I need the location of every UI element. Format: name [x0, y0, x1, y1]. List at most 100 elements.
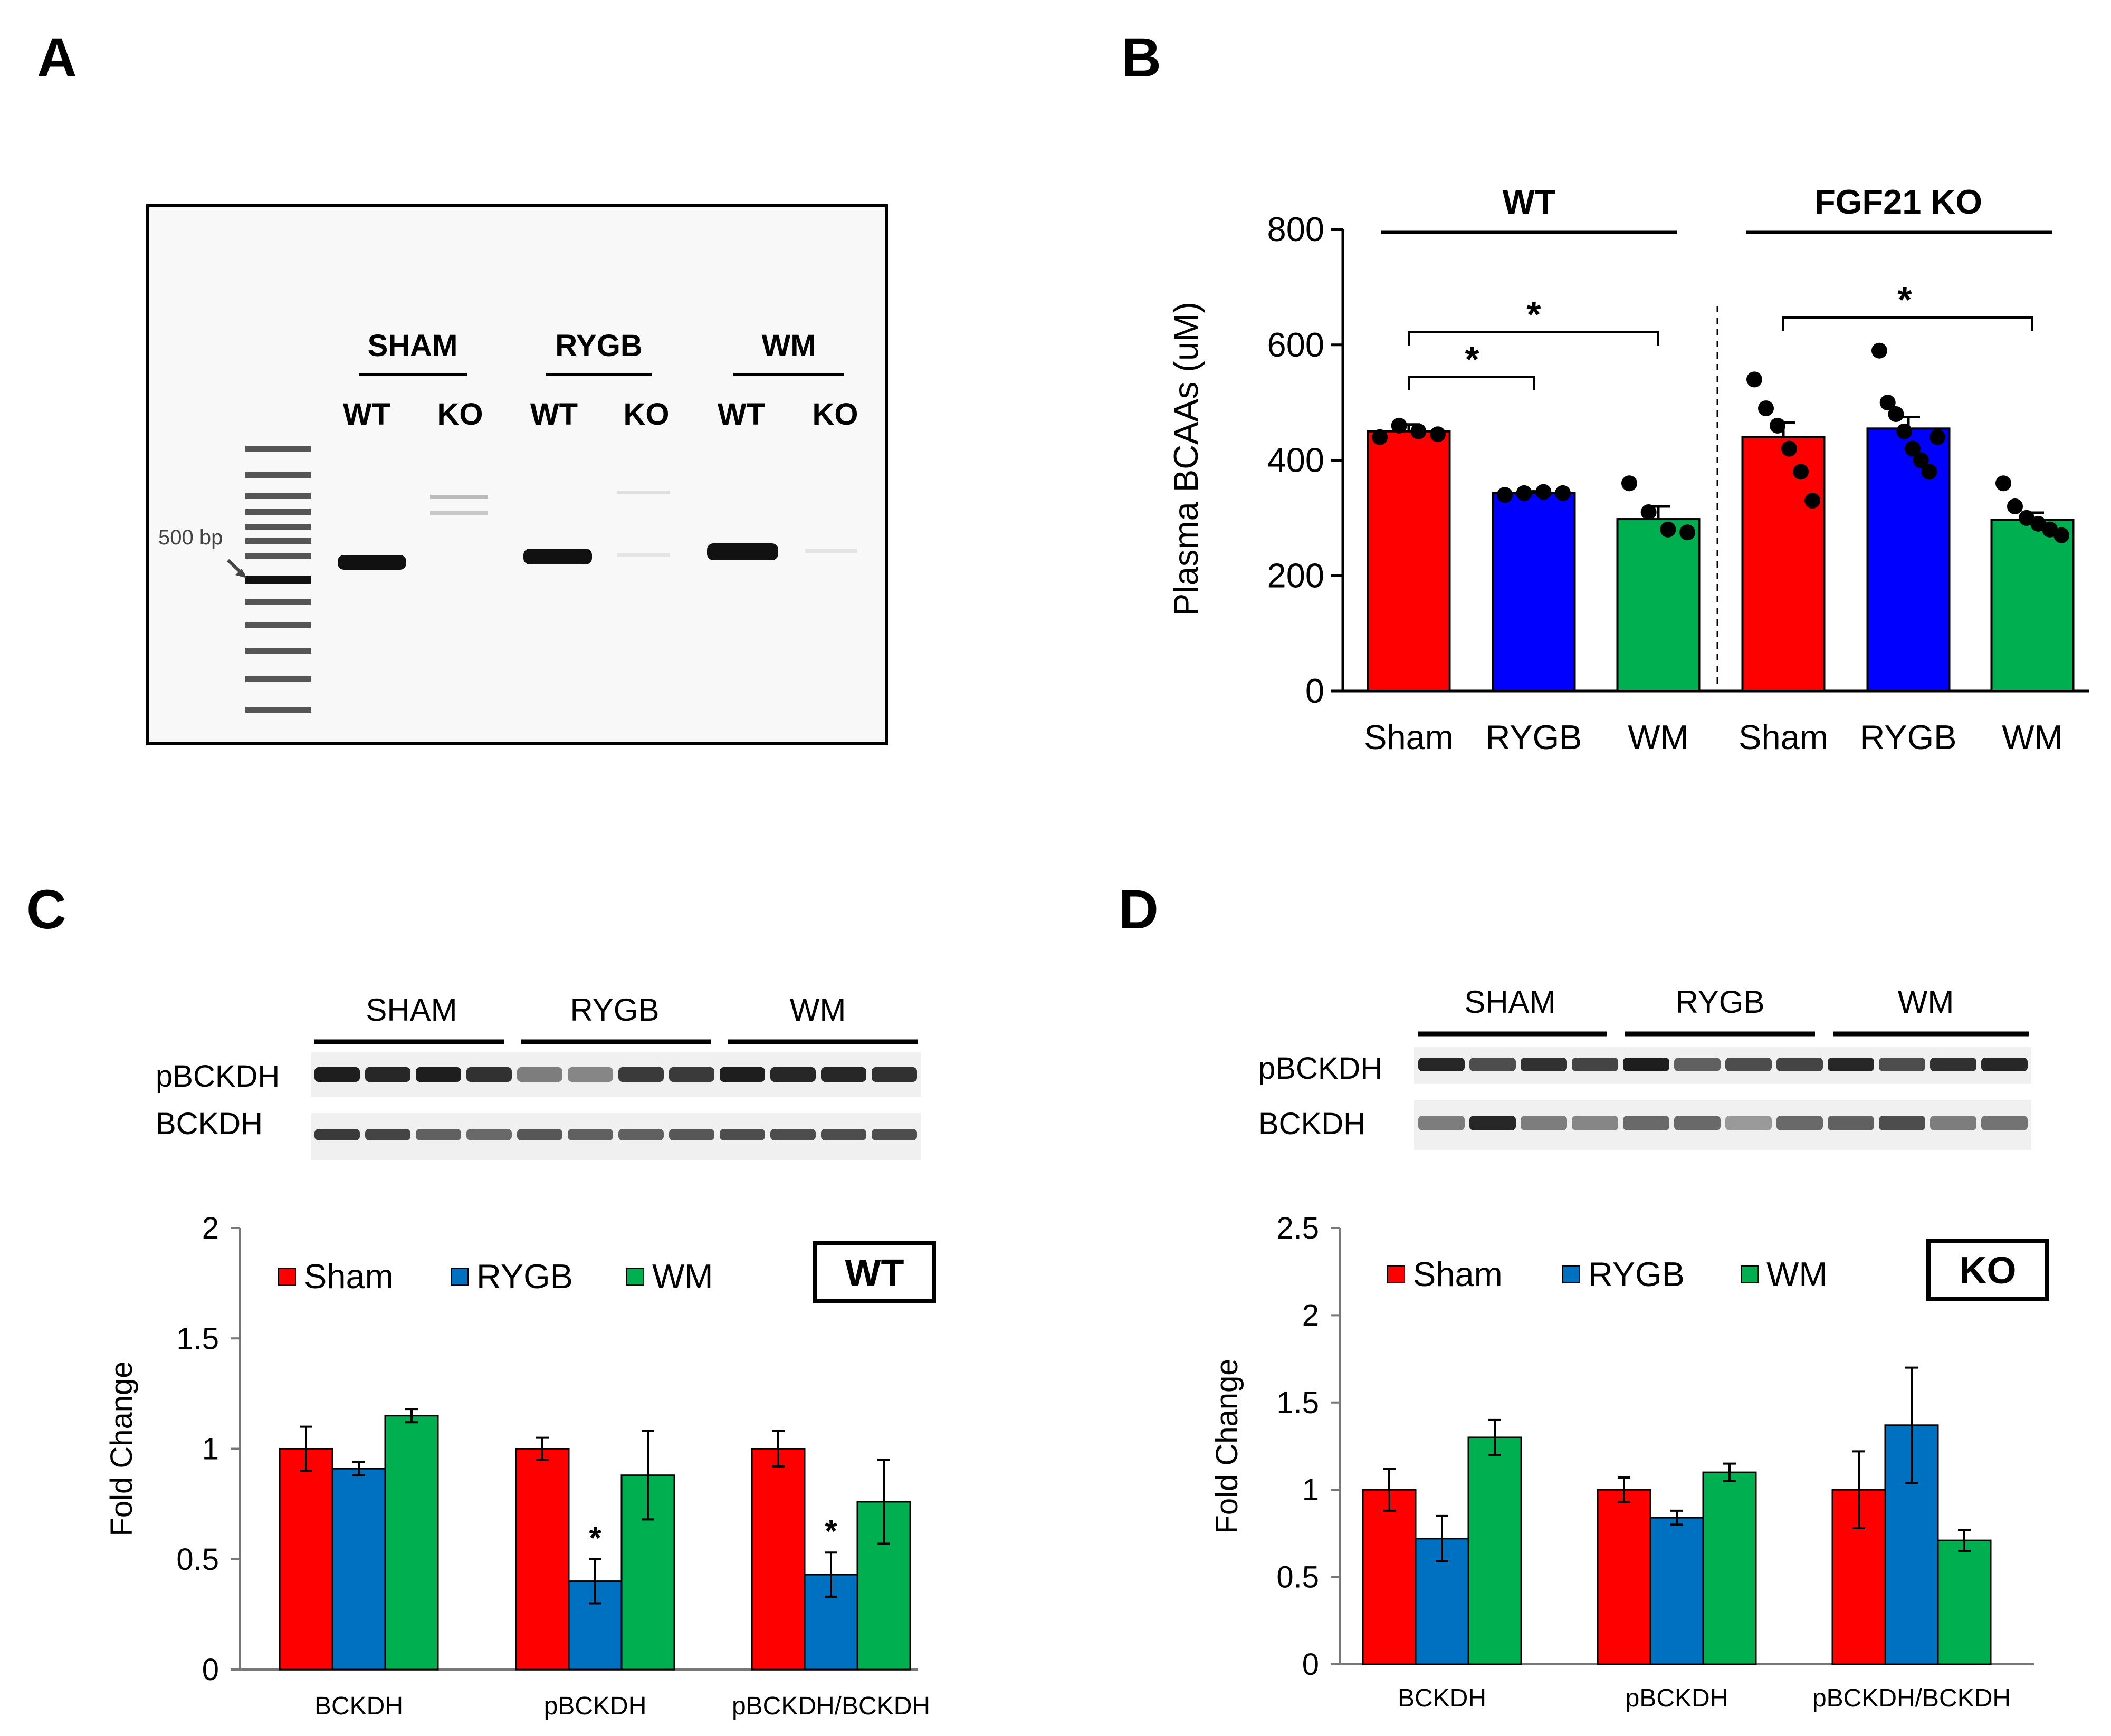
b-x-tick-label: RYGB — [1485, 718, 1582, 756]
d-bar — [1362, 1489, 1417, 1665]
b-data-point — [1621, 475, 1637, 492]
gel-band-rygb-wt — [523, 549, 592, 564]
blot-band — [821, 1129, 866, 1140]
b-data-point — [1871, 342, 1887, 359]
c-significance-label: * — [825, 1513, 837, 1549]
c-legend-swatch — [626, 1268, 644, 1286]
ladder-band — [245, 676, 311, 682]
b-x-tick-label: Sham — [1364, 718, 1454, 756]
blot-d-row-pbckdh: pBCKDH — [1258, 1051, 1382, 1086]
b-bar — [1990, 519, 2075, 692]
c-legend-label: Sham — [304, 1257, 394, 1296]
gel-group-rygb: RYGB — [555, 329, 642, 363]
blot-band — [821, 1067, 866, 1082]
blot-band — [1572, 1116, 1618, 1130]
blot-d: SHAM RYGB WM pBCKDH BCKDH — [1258, 984, 2031, 1150]
b-data-point — [1888, 406, 1904, 422]
ladder-arrowhead — [235, 569, 247, 578]
blot-band — [1725, 1058, 1772, 1071]
b-data-point — [1921, 464, 1937, 480]
ladder-band — [245, 524, 311, 530]
c-tag-box — [813, 1241, 936, 1303]
panel-letter-d: D — [1119, 879, 1159, 941]
blot-band — [517, 1129, 562, 1140]
c-bar — [515, 1448, 570, 1671]
ladder-band — [245, 446, 311, 452]
d-y-tick-label: 0 — [1302, 1647, 1319, 1682]
blot-band — [466, 1129, 512, 1140]
blot-d-group-wm: WM — [1898, 984, 1954, 1020]
blot-d-group-rygb: RYGB — [1676, 984, 1765, 1020]
b-y-tick-label: 400 — [1267, 441, 1324, 479]
panel-letter-c: C — [26, 879, 66, 941]
b-bar — [1616, 518, 1701, 692]
d-x-tick-label: BCKDH — [1398, 1684, 1486, 1712]
blot-band — [1469, 1116, 1516, 1130]
d-y-tick-label: 0.5 — [1276, 1560, 1319, 1595]
blot-d-strip-bckdh — [1414, 1100, 2031, 1150]
blot-band — [568, 1129, 613, 1140]
blot-band — [1623, 1116, 1669, 1130]
blot-c: SHAM RYGB WM pBCKDH BCKDH — [156, 992, 921, 1160]
ladder — [245, 446, 311, 713]
blot-band — [1725, 1116, 1772, 1130]
blot-band — [720, 1067, 765, 1082]
blot-band — [1521, 1116, 1567, 1130]
c-y-axis-label: Fold Change — [104, 1361, 139, 1536]
b-bar — [1367, 430, 1451, 692]
c-y-tick-label: 1 — [202, 1432, 219, 1466]
blot-band — [669, 1067, 714, 1082]
gel-faint-band — [430, 511, 488, 515]
d-x-tick-label: pBCKDH — [1626, 1684, 1728, 1712]
b-significance-bracket — [1408, 376, 1535, 390]
blot-d-bands — [1418, 1058, 2028, 1130]
b-significance-label: * — [1526, 294, 1541, 335]
blot-band — [872, 1129, 917, 1140]
b-data-point — [1516, 485, 1532, 501]
c-legend-label: RYGB — [476, 1257, 573, 1296]
c-x-tick-label: BCKDH — [314, 1692, 403, 1720]
blot-band — [1418, 1058, 1465, 1071]
b-data-point — [1929, 429, 1945, 445]
b-data-point — [2007, 498, 2023, 514]
b-significance-label: * — [1465, 339, 1479, 380]
gel-faint-band — [805, 549, 857, 553]
b-data-point — [1410, 423, 1427, 439]
b-bar — [1492, 492, 1576, 692]
c-legend-swatch — [451, 1268, 469, 1286]
chart-d: 0 0.5 1 1.5 2 2.5 Fold Change BCKDH pBCKDH pBCKDH… — [1210, 1211, 2049, 1712]
blot-c-strip-pbckdh — [311, 1052, 921, 1097]
blot-band — [517, 1067, 562, 1082]
gel-lane-wm-wt: WT — [718, 397, 765, 431]
blot-d-group-sham: SHAM — [1464, 984, 1555, 1020]
b-x-tick-label: Sham — [1739, 718, 1828, 756]
blot-c-bands — [314, 1067, 917, 1140]
c-y-tick-label: 0.5 — [176, 1542, 219, 1577]
blot-band — [1930, 1116, 1976, 1130]
blot-band — [1469, 1058, 1516, 1071]
d-legend-label: RYGB — [1588, 1255, 1685, 1293]
blot-c-row-pbckdh: pBCKDH — [156, 1059, 280, 1094]
gel-lane-rygb-wt: WT — [530, 397, 578, 431]
b-bar — [1866, 427, 1951, 692]
ladder-band — [245, 576, 311, 584]
gel-faint-band — [430, 495, 488, 499]
c-significance-label: * — [589, 1520, 601, 1556]
b-data-point — [1430, 426, 1446, 443]
blot-band — [1981, 1058, 2028, 1071]
panel-letter-a: A — [37, 27, 77, 89]
blot-band — [770, 1067, 816, 1082]
b-data-point — [1660, 521, 1676, 538]
ladder-band — [245, 493, 311, 499]
blot-band — [314, 1067, 360, 1082]
b-data-point — [1758, 400, 1774, 417]
blot-band — [1623, 1058, 1669, 1071]
d-y-tick-label: 2.5 — [1276, 1211, 1319, 1245]
d-bar — [1702, 1471, 1757, 1665]
b-significance-bracket — [1408, 331, 1659, 346]
blot-band — [1981, 1116, 2028, 1130]
blot-band — [365, 1129, 410, 1140]
gel-faint-band — [617, 491, 670, 494]
gel-panel: 500 bp SHAM RYGB WM WT KO WT KO WT KO — [146, 204, 888, 745]
